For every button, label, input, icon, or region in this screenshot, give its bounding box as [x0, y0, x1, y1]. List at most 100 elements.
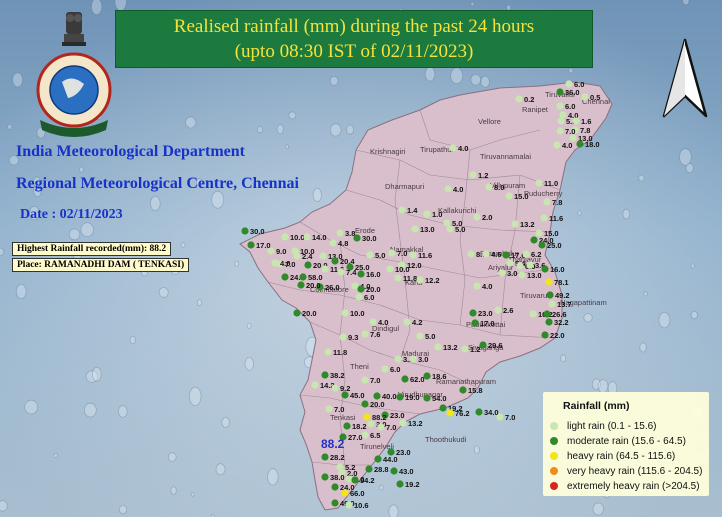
station-value: 25.0	[355, 263, 370, 272]
station-value: 1.4	[407, 206, 418, 215]
station-marker	[293, 252, 301, 260]
station-marker	[281, 273, 289, 281]
station-marker	[321, 453, 329, 461]
station-marker	[319, 252, 327, 260]
station-value: 14.0	[312, 233, 327, 242]
station-marker	[541, 265, 549, 273]
station-value: 20.0	[370, 400, 385, 409]
station-value: 12.0	[407, 261, 422, 270]
station-value: 26.0	[325, 283, 340, 292]
station-marker	[446, 409, 454, 417]
station-value: 3.8	[345, 229, 355, 238]
station-marker	[401, 375, 409, 383]
station-marker	[475, 408, 483, 416]
station-value: 6.0	[364, 293, 374, 302]
legend: Rainfall (mm) light rain (0.1 - 15.6) mo…	[543, 392, 709, 496]
station-value: 22.0	[550, 331, 565, 340]
station-value: 26.6	[552, 310, 567, 319]
station-value: 4.0	[562, 141, 572, 150]
station-marker	[331, 257, 339, 265]
station-marker	[366, 251, 374, 259]
org-name: India Meteorological Department	[16, 143, 245, 160]
station-marker	[529, 310, 537, 318]
station-marker	[357, 270, 365, 278]
station-marker	[325, 405, 333, 413]
station-marker	[353, 234, 361, 242]
station-marker	[361, 330, 369, 338]
station-marker	[394, 274, 402, 282]
station-marker	[363, 413, 371, 421]
station-marker	[336, 229, 344, 237]
station-value: 12.2	[425, 276, 440, 285]
district-label: Krishnagiri	[370, 147, 406, 156]
station-value: 18.0	[585, 140, 600, 149]
station-value: 2.0	[482, 213, 492, 222]
station-value: 24.0	[539, 236, 554, 245]
station-marker	[345, 475, 353, 483]
station-value: 18.2	[352, 422, 367, 431]
station-marker	[543, 310, 551, 318]
station-marker	[540, 214, 548, 222]
station-marker	[541, 331, 549, 339]
station-marker	[538, 241, 546, 249]
station-value: 11.6	[418, 251, 432, 260]
station-value: 7.8	[552, 198, 562, 207]
station-value: 1.2	[470, 345, 480, 354]
legend-item-very-heavy: very heavy rain (115.6 - 204.5)	[550, 464, 702, 478]
station-marker	[559, 111, 567, 119]
station-value: 43.0	[399, 467, 414, 476]
legend-item-moderate: moderate rain (15.6 - 64.5)	[550, 434, 686, 448]
district-label: Thanjavur	[508, 255, 542, 264]
station-marker	[365, 465, 373, 473]
station-value: 38.2	[330, 371, 345, 380]
station-value: 20.0	[366, 285, 381, 294]
station-marker	[373, 392, 381, 400]
station-marker	[341, 391, 349, 399]
station-marker	[369, 318, 377, 326]
station-marker	[444, 185, 452, 193]
station-value: 3.0	[418, 355, 428, 364]
station-marker	[576, 140, 584, 148]
station-marker	[543, 198, 551, 206]
station-value: 25.0	[547, 241, 562, 250]
station-marker	[303, 233, 311, 241]
station-marker	[377, 423, 385, 431]
station-value: 24.0	[340, 483, 355, 492]
station-marker	[396, 393, 404, 401]
station-marker	[336, 463, 344, 471]
district-label: Kallakurichi	[438, 206, 477, 215]
station-marker	[403, 318, 411, 326]
station-value: 4.2	[412, 318, 422, 327]
station-marker	[469, 309, 477, 317]
station-marker	[321, 265, 329, 273]
station-value: 30.0	[250, 227, 265, 236]
district-label: Pudukkottai	[466, 320, 506, 329]
district-label: Tirunelveli	[360, 442, 394, 451]
district-label: Tirupathur	[420, 145, 454, 154]
station-value: 11.0	[544, 179, 558, 188]
station-marker	[398, 261, 406, 269]
station-marker	[247, 241, 255, 249]
station-marker	[316, 283, 324, 291]
station-marker	[482, 250, 490, 258]
station-marker	[434, 343, 442, 351]
station-marker	[569, 134, 577, 142]
district-label: Ramanathapuram	[436, 377, 496, 386]
station-value: 6.0	[565, 102, 575, 111]
station-value: 23.0	[478, 309, 493, 318]
station-value: 30.0	[362, 234, 377, 243]
legend-title: Rainfall (mm)	[563, 400, 630, 412]
station-marker	[494, 306, 502, 314]
station-marker	[535, 229, 543, 237]
station-marker	[416, 332, 424, 340]
station-value: 7.0	[505, 413, 515, 422]
station-marker	[556, 127, 564, 135]
station-marker	[557, 117, 565, 125]
station-value: 11.8	[403, 274, 417, 283]
very-heavy-rain-dot	[550, 467, 558, 475]
station-marker	[343, 422, 351, 430]
station-marker	[502, 251, 510, 259]
station-value: 4.6	[491, 250, 501, 259]
station-marker	[443, 219, 451, 227]
